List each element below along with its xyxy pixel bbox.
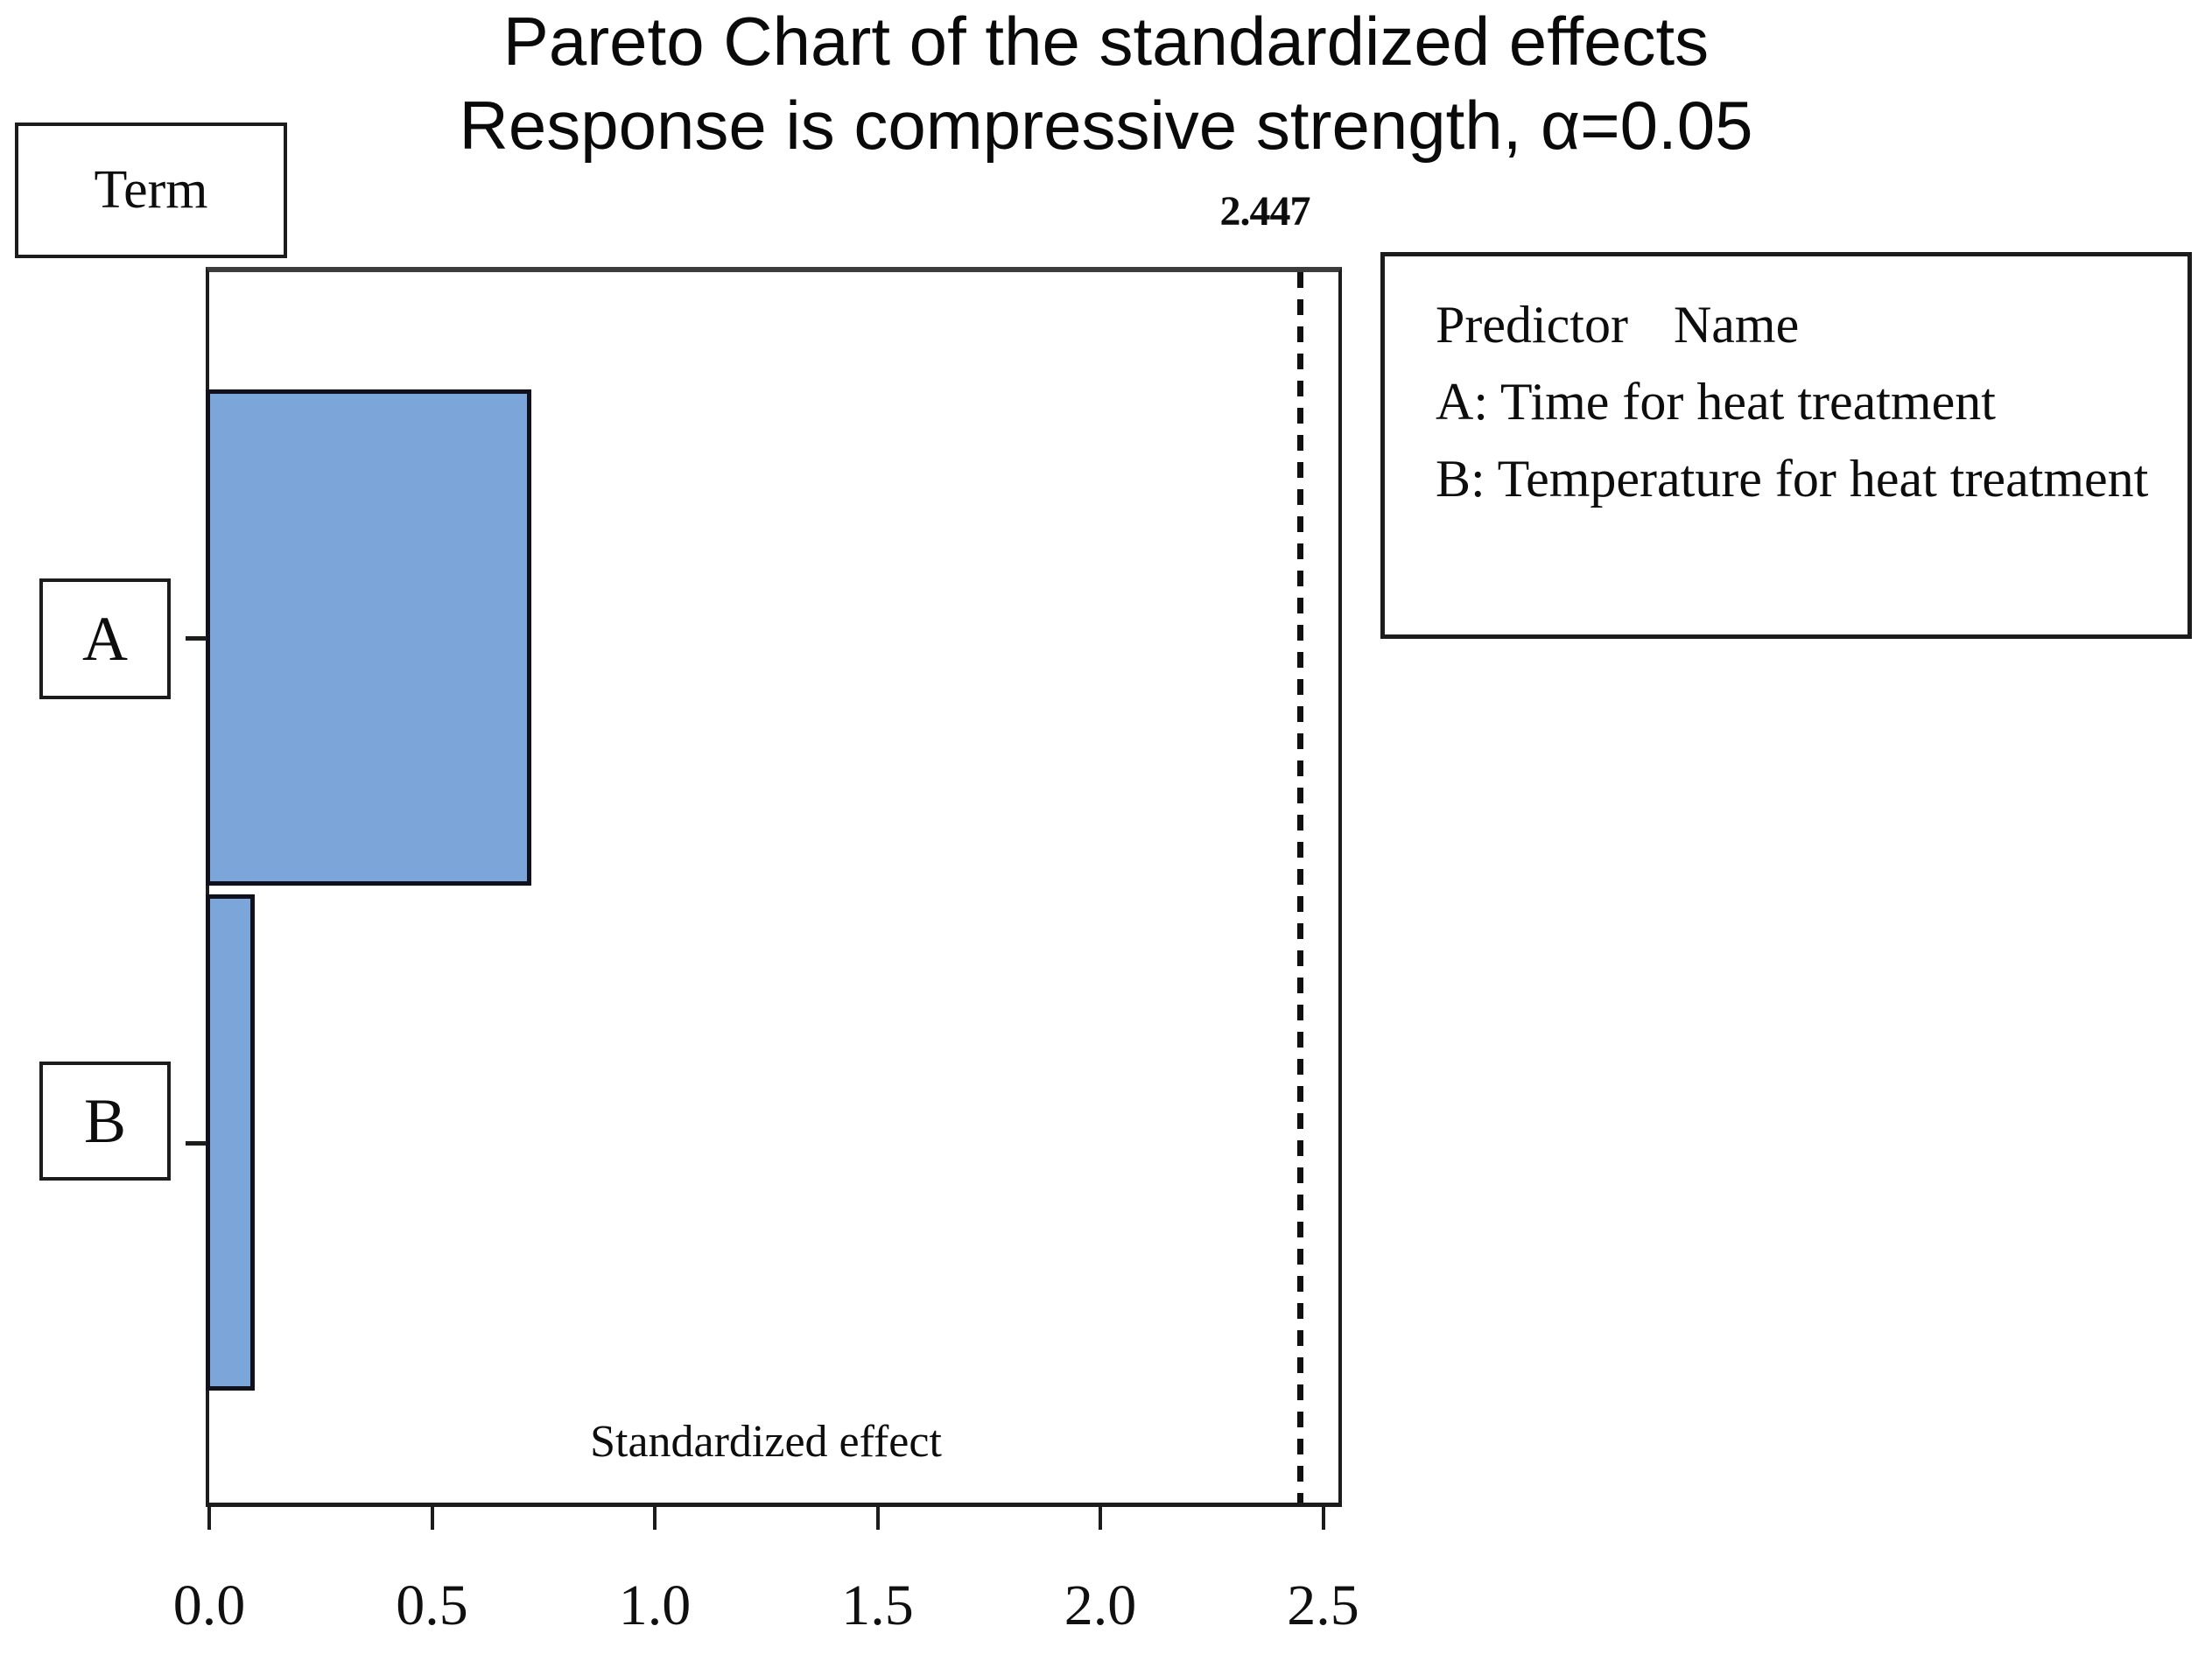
legend-header-predictor: Predictor [1436,296,1628,354]
x-tick-label: 0.0 [172,1573,246,1637]
x-axis-tick [875,1507,880,1530]
category-label-A: A [82,603,128,674]
legend-header-name: Name [1673,296,1800,354]
x-axis-tick [653,1507,657,1530]
y-axis-title-box: Term [15,123,287,258]
x-axis-tick [1099,1507,1102,1530]
x-axis-tick [207,1507,211,1530]
x-tick-label: 2.5 [1287,1573,1359,1637]
y-axis-tick-B [186,1140,207,1146]
legend-entry-B: B: Temperature for heat treatment [1436,450,2149,508]
category-box-B: B [39,1062,171,1181]
y-axis-title: Term [94,160,208,220]
chart-title: Pareto Chart of the standardized effects [502,3,1710,80]
category-label-B: B [83,1085,127,1156]
x-axis-tick [1321,1507,1325,1530]
reference-line-label: 2.447 [1219,188,1311,235]
x-tick-label: 1.5 [841,1573,914,1637]
x-axis-label: Standardized effect [590,1417,942,1467]
x-tick-label: 1.0 [618,1573,692,1637]
significance-reference-line [1297,272,1303,1503]
x-tick-label: 0.5 [396,1573,468,1637]
bar-A [206,389,531,886]
chart-subtitle: Response is compressive strength, α=0.05 [459,87,1753,164]
x-axis-tick [430,1507,434,1530]
legend-box: Predictor Name A: Time for heat treatment… [1380,252,2192,639]
legend-header: Predictor Name [1436,286,2172,363]
y-axis-tick-A [186,635,207,641]
category-box-A: A [39,578,171,699]
x-tick-label: 2.0 [1064,1573,1137,1637]
legend-entry-A: A: Time for heat treatment [1436,373,1996,431]
bar-B [206,894,255,1391]
